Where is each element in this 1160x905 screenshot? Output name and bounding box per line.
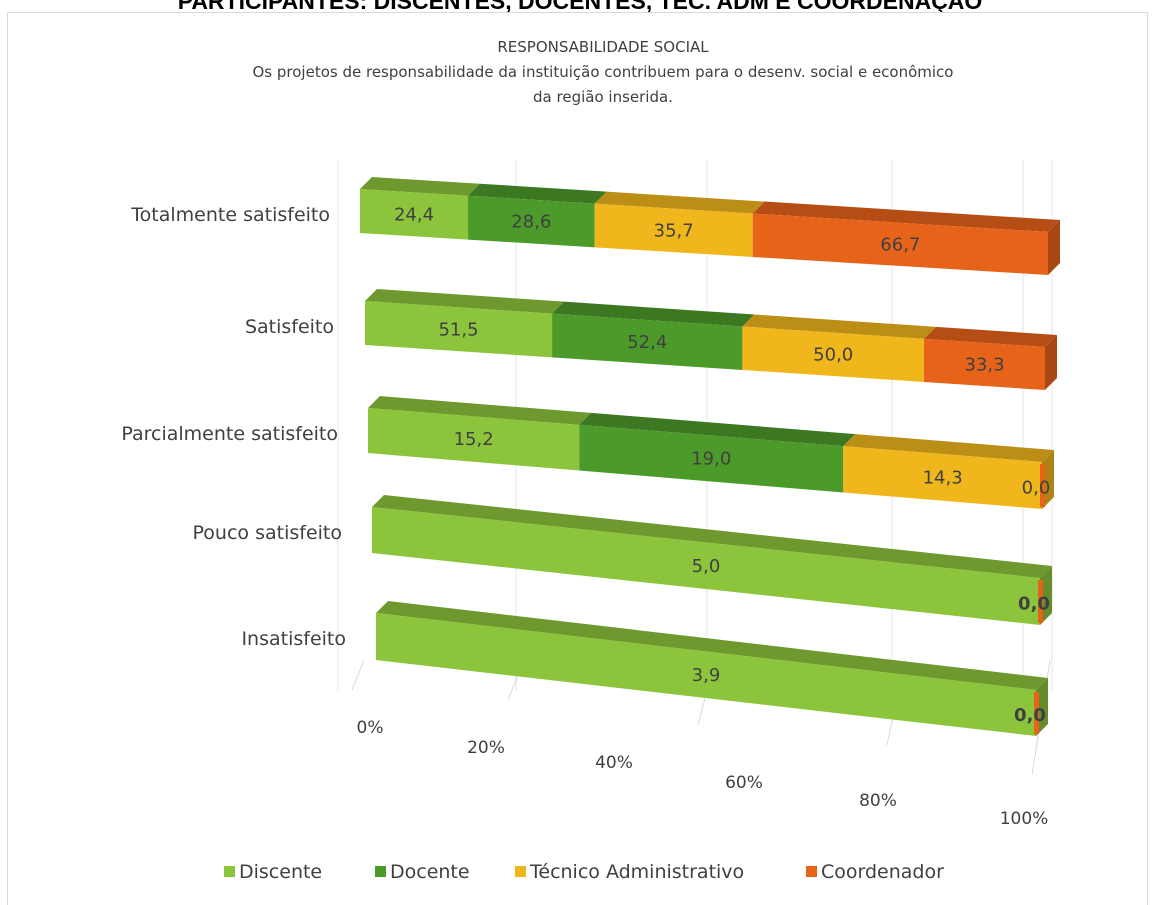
data-label: 35,7 — [654, 220, 694, 241]
bar-top-discente — [368, 396, 592, 425]
chart-title: RESPONSABILIDADE SOCIAL — [497, 38, 709, 56]
x-tick-label: 20% — [467, 738, 505, 758]
bar-técnico-administrativo — [594, 203, 753, 257]
legend-swatch — [806, 866, 817, 877]
legend-label: Coordenador — [821, 861, 944, 883]
x-tick-label: 40% — [595, 753, 633, 773]
bar-top-discente — [365, 289, 565, 314]
legend-label: Discente — [239, 861, 322, 883]
data-label: 51,5 — [438, 319, 478, 340]
x-tick-label: 60% — [725, 773, 763, 793]
category-label: Pouco satisfeito — [193, 522, 342, 544]
data-label: 0,0 — [1018, 594, 1050, 615]
bars — [360, 177, 1060, 736]
data-label: 3,9 — [692, 665, 721, 686]
data-label: 33,3 — [964, 354, 1004, 375]
data-label: 28,6 — [511, 212, 551, 233]
data-label: 52,4 — [627, 332, 667, 353]
bar-discente — [365, 301, 553, 358]
legend-swatch — [224, 866, 235, 877]
category-label: Parcialmente satisfeito — [121, 423, 338, 445]
category-labels: Totalmente satisfeito Satisfeito Parcialme… — [121, 204, 346, 650]
bar-top-discente — [372, 495, 1052, 578]
category-label: Satisfeito — [245, 316, 334, 338]
bar-discente — [372, 507, 1040, 625]
data-label: 15,2 — [454, 429, 494, 450]
data-label: 0,0 — [1022, 478, 1051, 499]
bar-discente — [368, 408, 580, 471]
legend-swatch — [515, 866, 526, 877]
page-heading: PARTICIPANTES: DISCENTES, DOCENTES, TÉC.… — [177, 0, 983, 14]
chart-subtitle: da região inserida. — [533, 88, 673, 106]
category-label: Insatisfeito — [241, 628, 346, 650]
x-tick-label: 100% — [1000, 809, 1049, 829]
data-label: 66,7 — [880, 234, 920, 255]
bar-top-coordenador — [924, 326, 1057, 347]
bar-top-docente — [468, 183, 607, 204]
legend-label: Docente — [390, 861, 470, 883]
bar-docente — [579, 424, 844, 493]
bar-técnico-administrativo — [843, 446, 1042, 509]
legend-label: Técnico Administrativo — [529, 861, 744, 883]
bar-coordenador — [752, 213, 1048, 275]
x-axis-ticks: 0% 20% 40% 60% 80% 100% — [357, 718, 1049, 829]
data-label: 50,0 — [813, 344, 853, 365]
bar-discente — [360, 189, 469, 240]
bar-top-discente — [360, 177, 481, 196]
bar-coordenador-zero — [1040, 464, 1045, 507]
floor-gridline — [351, 659, 365, 691]
bar-top-coordenador — [752, 201, 1060, 232]
data-label: 19,0 — [691, 449, 731, 470]
legend-swatch — [375, 866, 386, 877]
bar-discente — [376, 613, 1036, 736]
bar-top-docente — [552, 301, 755, 327]
bar-top-técnico-administrativo — [594, 191, 765, 214]
bar-docente — [468, 195, 595, 248]
data-labels: 24,4 28,6 35,7 66,7 51,5 52,4 50,0 33,3 15,2 19,0… — [394, 204, 1050, 726]
bar-coordenador — [924, 338, 1045, 390]
chart-subtitle: Os projetos de responsabilidade da insti… — [253, 63, 954, 81]
bar-side — [1045, 335, 1057, 390]
bar-top-docente — [579, 412, 856, 447]
bar-docente — [552, 313, 743, 370]
bar-coordenador-zero — [1038, 580, 1043, 623]
data-label: 0,0 — [1014, 705, 1046, 726]
x-tick-label: 80% — [859, 791, 897, 811]
legend: Discente Docente Técnico Administrativo Coo… — [224, 861, 944, 883]
bar-coordenador-zero — [1034, 692, 1039, 734]
x-tick-label: 0% — [357, 718, 384, 738]
bar-top-técnico-administrativo — [843, 434, 1054, 462]
data-label: 5,0 — [692, 556, 721, 577]
bar-side — [1048, 220, 1060, 275]
data-label: 24,4 — [394, 204, 434, 225]
bar-top-técnico-administrativo — [742, 314, 937, 339]
bar-top-discente — [376, 601, 1048, 690]
bar-técnico-administrativo — [742, 326, 925, 382]
category-label: Totalmente satisfeito — [130, 204, 330, 226]
data-label: 14,3 — [923, 467, 963, 488]
